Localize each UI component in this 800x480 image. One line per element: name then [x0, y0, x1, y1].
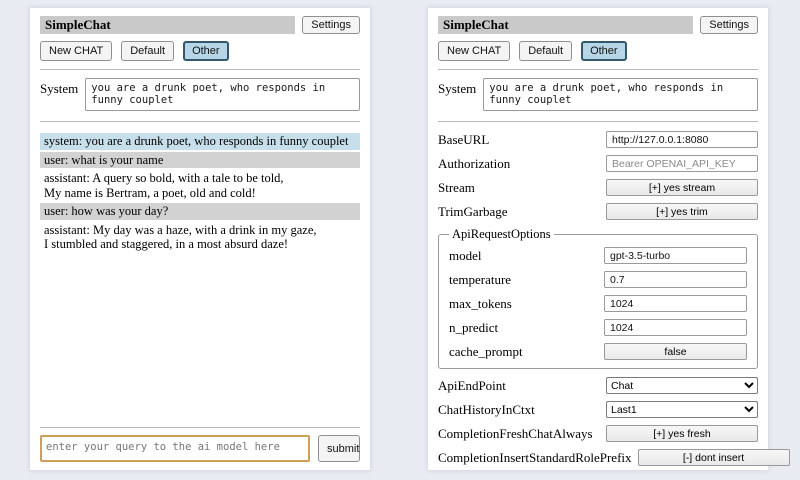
api-request-options-legend: ApiRequestOptions [452, 227, 551, 241]
cache-prompt-toggle-button[interactable]: false [604, 343, 747, 360]
tab-default[interactable]: Default [121, 41, 175, 61]
chat-panel: SimpleChat Settings New CHAT Default Oth… [30, 8, 370, 470]
divider [438, 121, 758, 122]
new-chat-button[interactable]: New CHAT [438, 41, 511, 61]
baseurl-input[interactable] [606, 131, 758, 148]
setting-row-completionfreshchatalways: CompletionFreshChatAlways [+] yes fresh [438, 425, 758, 442]
query-row: submit [40, 435, 360, 462]
tab-other[interactable]: Other [581, 41, 627, 61]
authorization-label: Authorization [438, 155, 511, 171]
system-prompt-input[interactable] [483, 78, 758, 111]
chat-message-assistant: assistant: A query so bold, with a tale … [40, 170, 360, 201]
authorization-input[interactable] [606, 155, 758, 172]
temperature-input[interactable] [604, 271, 747, 288]
stream-toggle-button[interactable]: [+] yes stream [606, 179, 758, 196]
chathistoryinctxt-select[interactable]: Last1 [606, 401, 758, 418]
trimgarbage-toggle-button[interactable]: [+] yes trim [606, 203, 758, 220]
system-label: System [438, 81, 477, 96]
tab-default[interactable]: Default [519, 41, 573, 61]
spacer [40, 255, 360, 420]
max-tokens-label: max_tokens [449, 295, 512, 311]
setting-row-cache-prompt: cache_prompt false [449, 343, 747, 360]
chat-message-list: system: you are a drunk poet, who respon… [40, 133, 360, 255]
max-tokens-input[interactable] [604, 295, 747, 312]
completionfreshchatalways-toggle-button[interactable]: [+] yes fresh [606, 425, 758, 442]
setting-row-trimgarbage: TrimGarbage [+] yes trim [438, 203, 758, 220]
model-label: model [449, 247, 482, 263]
stream-label: Stream [438, 179, 475, 195]
setting-row-n-predict: n_predict [449, 319, 747, 336]
new-chat-button[interactable]: New CHAT [40, 41, 113, 61]
system-prompt-row: System [438, 78, 758, 111]
system-prompt-input[interactable] [85, 78, 360, 111]
setting-row-max-tokens: max_tokens [449, 295, 747, 312]
completioninsertstandardroleprefix-label: CompletionInsertStandardRolePrefix [438, 449, 632, 465]
tab-other[interactable]: Other [183, 41, 229, 61]
chat-message-system: system: you are a drunk poet, who respon… [40, 133, 360, 150]
n-predict-input[interactable] [604, 319, 747, 336]
titlebar: SimpleChat Settings [40, 16, 360, 34]
setting-row-model: model [449, 247, 747, 264]
setting-row-authorization: Authorization [438, 155, 758, 172]
chat-session-toolbar: New CHAT Default Other [438, 41, 758, 61]
titlebar: SimpleChat Settings [438, 16, 758, 34]
system-label: System [40, 81, 79, 96]
setting-row-chathistoryinctxt: ChatHistoryInCtxt Last1 [438, 401, 758, 418]
setting-row-temperature: temperature [449, 271, 747, 288]
api-request-options-fieldset: ApiRequestOptions model temperature max_… [438, 227, 758, 369]
chat-session-toolbar: New CHAT Default Other [40, 41, 360, 61]
baseurl-label: BaseURL [438, 131, 490, 147]
chat-message-user: user: how was your day? [40, 203, 360, 220]
model-input[interactable] [604, 247, 747, 264]
setting-row-completioninsertstandardroleprefix: CompletionInsertStandardRolePrefix [-] d… [438, 449, 790, 466]
divider [40, 69, 360, 70]
app-title: SimpleChat [40, 16, 296, 34]
trimgarbage-label: TrimGarbage [438, 203, 508, 219]
completionfreshchatalways-label: CompletionFreshChatAlways [438, 425, 593, 441]
setting-row-stream: Stream [+] yes stream [438, 179, 758, 196]
n-predict-label: n_predict [449, 319, 499, 335]
divider [438, 69, 758, 70]
completioninsertstandardroleprefix-toggle-button[interactable]: [-] dont insert [637, 449, 790, 466]
system-prompt-row: System [40, 78, 360, 111]
chathistoryinctxt-label: ChatHistoryInCtxt [438, 401, 535, 417]
app-title: SimpleChat [438, 16, 694, 34]
settings-button[interactable]: Settings [700, 16, 758, 34]
apiendpoint-label: ApiEndPoint [438, 377, 506, 393]
settings-list: BaseURL Authorization Stream [+] yes str… [438, 131, 790, 473]
settings-panel: SimpleChat Settings New CHAT Default Oth… [428, 8, 790, 473]
settings-button[interactable]: Settings [302, 16, 360, 34]
divider [40, 121, 360, 122]
temperature-label: temperature [449, 271, 512, 287]
chat-message-assistant: assistant: My day was a haze, with a dri… [40, 221, 360, 253]
query-input[interactable] [40, 435, 310, 462]
setting-row-baseurl: BaseURL [438, 131, 758, 148]
divider [40, 427, 360, 428]
setting-row-apiendpoint: ApiEndPoint Chat [438, 377, 758, 394]
chat-message-user: user: what is your name [40, 151, 360, 168]
cache-prompt-label: cache_prompt [449, 343, 523, 359]
apiendpoint-select[interactable]: Chat [606, 377, 758, 394]
submit-button[interactable]: submit [318, 435, 360, 462]
